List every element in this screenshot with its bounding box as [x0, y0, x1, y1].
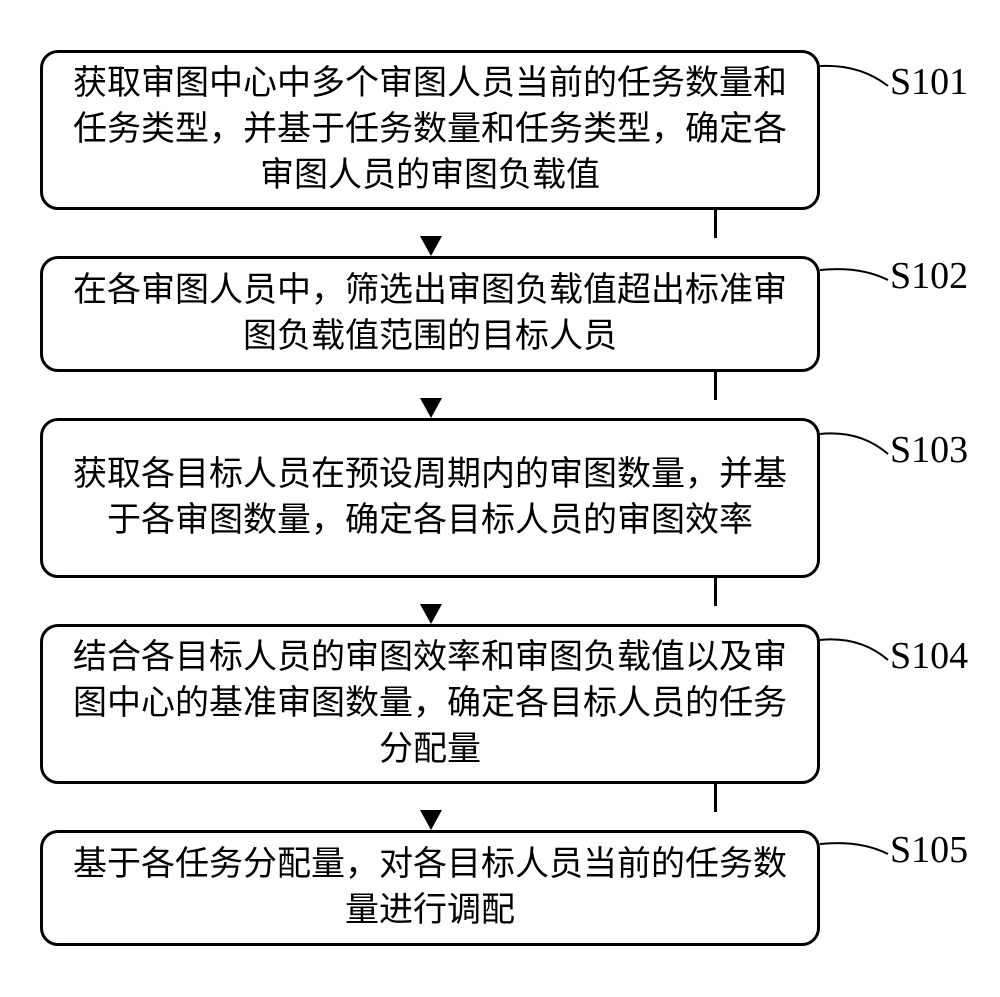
- step-text: 获取各目标人员在预设周期内的审图数量，并基于各审图数量，确定各目标人员的审图效率: [61, 452, 799, 544]
- step-text: 结合各目标人员的审图效率和审图负载值以及审图中心的基准审图数量，确定各目标人员的…: [61, 635, 799, 773]
- step-box-s103: 获取各目标人员在预设周期内的审图数量，并基于各审图数量，确定各目标人员的审图效率: [40, 418, 820, 578]
- step-label-s105: S105: [890, 828, 968, 872]
- arrow-head: [420, 810, 442, 830]
- arrow-connector: [714, 210, 717, 238]
- step-label-s104: S104: [890, 634, 968, 678]
- arrow-connector: [714, 578, 717, 606]
- step-box-s101: 获取审图中心中多个审图人员当前的任务数量和任务类型，并基于任务数量和任务类型，确…: [40, 50, 820, 210]
- arrow-connector: [714, 372, 717, 400]
- step-box-s105: 基于各任务分配量，对各目标人员当前的任务数量进行调配: [40, 830, 820, 946]
- step-text: 在各审图人员中，筛选出审图负载值超出标准审图负载值范围的目标人员: [61, 268, 799, 360]
- arrow-head: [420, 236, 442, 256]
- step-box-s104: 结合各目标人员的审图效率和审图负载值以及审图中心的基准审图数量，确定各目标人员的…: [40, 624, 820, 784]
- step-label-s102: S102: [890, 254, 968, 298]
- step-text: 基于各任务分配量，对各目标人员当前的任务数量进行调配: [61, 842, 799, 934]
- arrow-head: [420, 604, 442, 624]
- arrow-head: [420, 398, 442, 418]
- arrow-connector: [714, 784, 717, 812]
- step-label-s103: S103: [890, 428, 968, 472]
- step-text: 获取审图中心中多个审图人员当前的任务数量和任务类型，并基于任务数量和任务类型，确…: [61, 61, 799, 199]
- step-label-s101: S101: [890, 60, 968, 104]
- step-box-s102: 在各审图人员中，筛选出审图负载值超出标准审图负载值范围的目标人员: [40, 256, 820, 372]
